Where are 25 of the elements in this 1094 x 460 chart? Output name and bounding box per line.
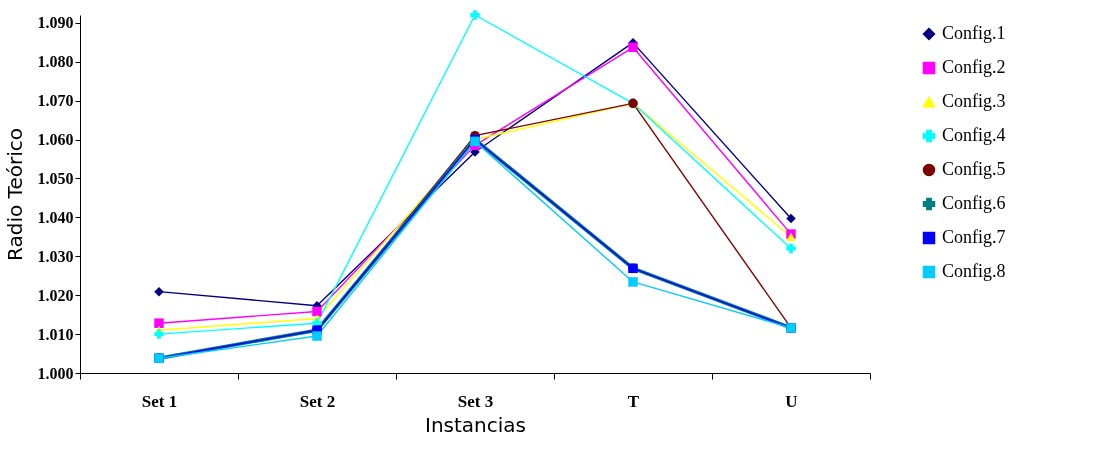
x-tick-label: T <box>627 391 640 411</box>
legend-label: Config.6 <box>942 193 1006 213</box>
x-tick-label: Set 2 <box>299 391 336 411</box>
legend-label: Config.1 <box>942 23 1006 43</box>
legend-label: Config.2 <box>942 57 1006 77</box>
x-tick-label: Set 1 <box>141 391 178 411</box>
legend-label: Config.7 <box>942 227 1006 247</box>
y-tick-label: 1.030 <box>37 247 74 265</box>
y-tick-label: 1.010 <box>37 325 74 343</box>
y-tick-label: 1.090 <box>37 14 74 32</box>
y-tick-label: 1.070 <box>37 92 74 110</box>
legend-label: Config.4 <box>942 125 1006 145</box>
x-axis-title: Instancias <box>425 412 526 437</box>
y-tick-label: 1.000 <box>37 364 74 382</box>
y-tick-label: 1.080 <box>37 53 74 71</box>
y-tick-label: 1.040 <box>37 208 74 226</box>
legend-label: Config.5 <box>942 159 1006 179</box>
legend-label: Config.8 <box>942 261 1006 281</box>
legend-label: Config.3 <box>942 91 1006 111</box>
y-tick-label: 1.060 <box>37 131 74 149</box>
x-tick-label: Set 3 <box>457 391 494 411</box>
y-axis-title: Radio Teórico <box>2 128 27 261</box>
y-tick-label: 1.020 <box>37 286 74 304</box>
y-tick-label: 1.050 <box>37 169 74 187</box>
x-tick-label: U <box>785 391 798 411</box>
